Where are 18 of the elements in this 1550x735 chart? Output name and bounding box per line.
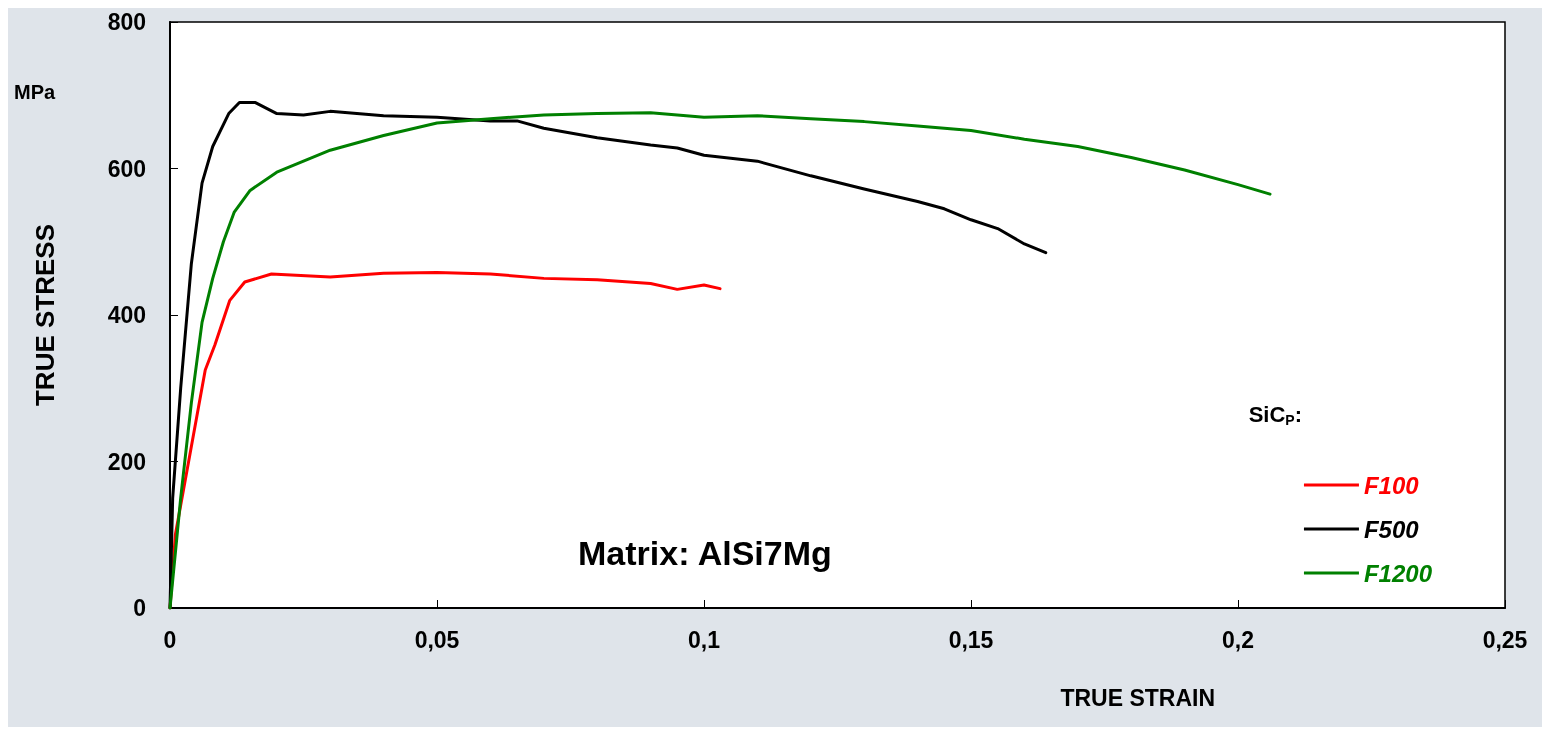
y-tick-label: 200 <box>107 448 146 475</box>
y-tick-label: 800 <box>107 9 146 35</box>
y-tick-label: 0 <box>133 595 146 621</box>
text: MPa <box>14 81 56 103</box>
x-tick-label: 0,25 <box>1482 626 1528 653</box>
legend-label: F100 <box>1363 471 1420 499</box>
legend-label: F500 <box>1363 515 1420 543</box>
x-axis-title: TRUE STRAIN <box>1060 684 1215 711</box>
x-tick-label: 0,2 <box>1222 626 1254 653</box>
x-tick-label: 0,15 <box>948 626 994 653</box>
x-tick-label: 0,05 <box>414 626 460 653</box>
x-tick-label: 0 <box>163 626 177 653</box>
x-tick-label: 0,1 <box>688 626 721 653</box>
y-axis-title: TRUE STRESS <box>30 223 60 407</box>
y-tick-label: 600 <box>107 155 146 182</box>
annotation: Matrix: AlSi7Mg <box>578 534 832 572</box>
y-tick-label: 400 <box>107 302 146 328</box>
legend-label: F1200 <box>1363 559 1433 587</box>
